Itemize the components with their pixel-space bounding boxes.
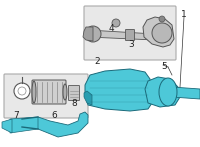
Polygon shape (145, 77, 180, 107)
Circle shape (112, 19, 120, 27)
Polygon shape (84, 91, 92, 105)
Circle shape (159, 16, 165, 22)
Polygon shape (32, 112, 88, 137)
Polygon shape (88, 30, 155, 40)
Circle shape (14, 83, 30, 99)
Text: 5: 5 (161, 61, 167, 71)
FancyBboxPatch shape (126, 30, 134, 41)
Text: 2: 2 (94, 56, 100, 66)
Polygon shape (85, 69, 152, 111)
Text: 4: 4 (108, 24, 114, 32)
Circle shape (18, 87, 26, 95)
Text: 7: 7 (13, 111, 19, 120)
Text: 1: 1 (181, 10, 187, 19)
FancyBboxPatch shape (4, 74, 88, 118)
Text: 6: 6 (51, 111, 57, 120)
Text: 3: 3 (128, 40, 134, 49)
Ellipse shape (159, 78, 177, 106)
Circle shape (85, 26, 101, 42)
Polygon shape (143, 17, 174, 47)
Text: 8: 8 (71, 98, 77, 107)
Circle shape (152, 23, 172, 43)
FancyBboxPatch shape (32, 80, 66, 104)
Polygon shape (2, 119, 12, 133)
Polygon shape (83, 27, 93, 41)
FancyBboxPatch shape (84, 6, 176, 60)
Ellipse shape (32, 81, 36, 103)
Polygon shape (10, 117, 38, 133)
Polygon shape (172, 87, 200, 99)
Ellipse shape (63, 84, 67, 100)
FancyBboxPatch shape (69, 86, 80, 101)
